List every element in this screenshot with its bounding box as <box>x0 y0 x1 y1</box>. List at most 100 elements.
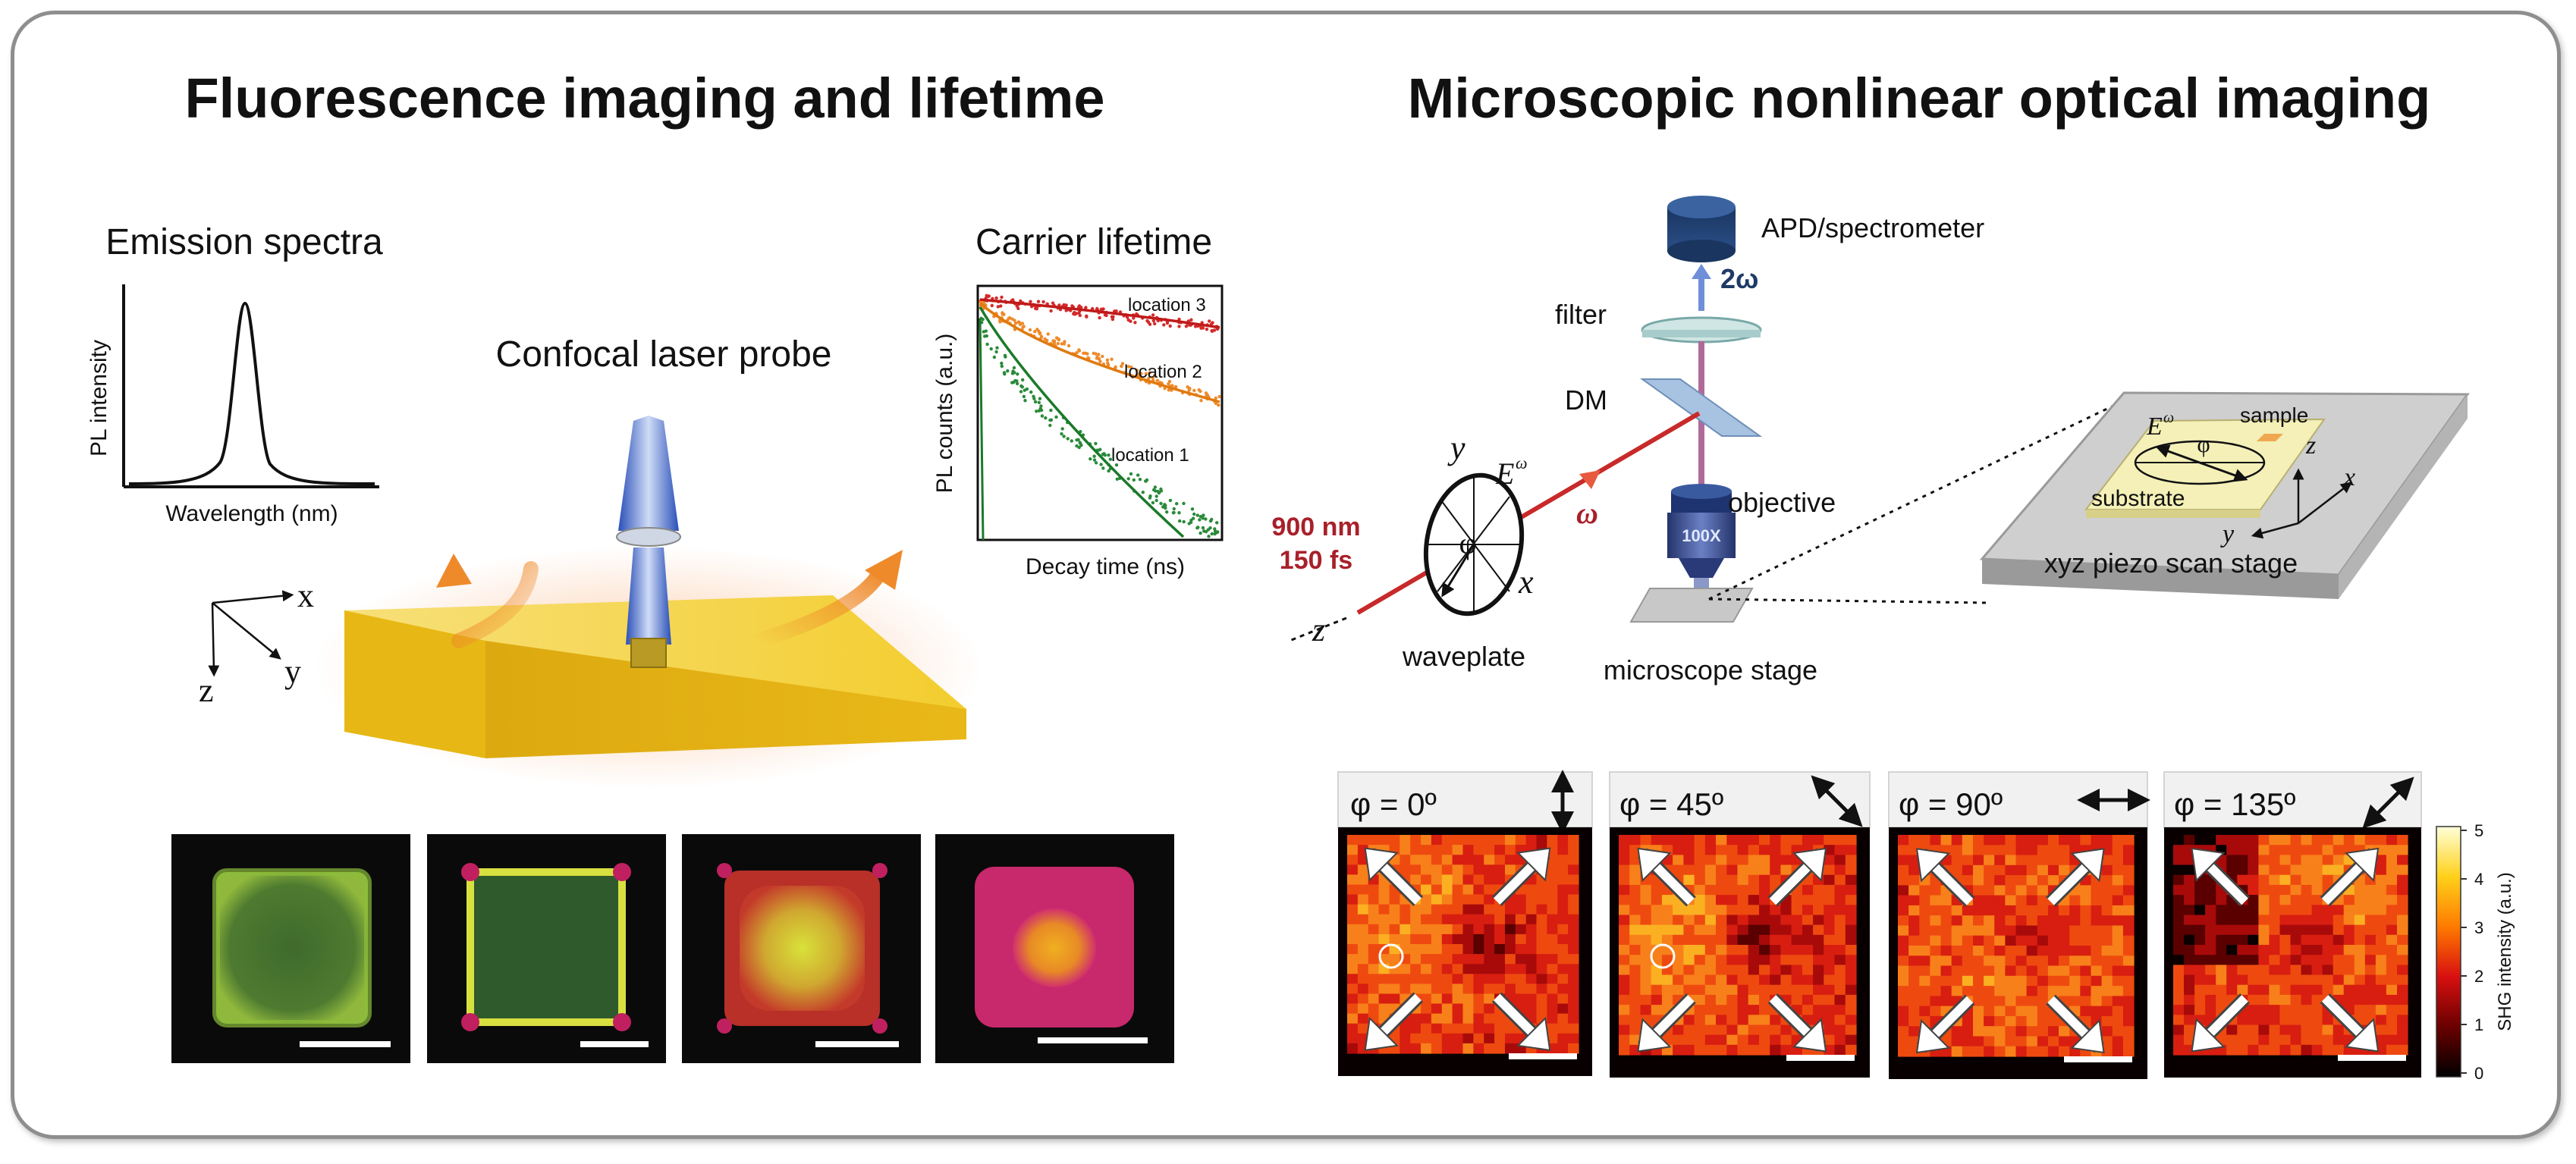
heatmap-pixel <box>2290 845 2302 855</box>
heatmap-pixel <box>2237 974 2248 986</box>
heatmap-pixel <box>2354 835 2366 846</box>
heatmap-pixel <box>1834 845 1846 855</box>
heatmap-pixel <box>1737 924 1749 936</box>
heatmap-pixel <box>2005 925 2017 937</box>
heatmap-pixel <box>2216 905 2227 916</box>
heatmap-pixel <box>1694 895 1706 905</box>
lifetime-point <box>1000 364 1004 369</box>
heatmap-pixel <box>1908 915 1920 927</box>
heatmap-pixel <box>2005 915 2017 927</box>
heatmap-pixel <box>1661 905 1673 916</box>
heatmap-pixel <box>2386 905 2398 916</box>
heatmap-pixel <box>2047 946 2059 956</box>
heatmap-pixel <box>1441 884 1453 896</box>
lifetime-point <box>1078 441 1082 444</box>
heatmap-pixel <box>2112 835 2124 846</box>
heatmap-pixel <box>1629 1024 1641 1036</box>
heatmap-pixel <box>1716 864 1727 876</box>
heatmap-pixel <box>2248 884 2259 896</box>
heatmap-pixel <box>1984 885 1995 896</box>
heatmap-pixel <box>1802 965 1814 976</box>
heatmap-pixel <box>1802 955 1814 965</box>
heatmap-pixel <box>1716 835 1727 846</box>
heatmap-pixel <box>2122 1046 2135 1057</box>
heatmap-pixel <box>2397 1015 2408 1026</box>
lifetime-point <box>1016 372 1019 376</box>
heatmap-pixel <box>1898 1036 1909 1047</box>
lifetime-point <box>1070 304 1074 308</box>
heatmap-pixel <box>1716 984 1727 996</box>
heatmap-pixel <box>1410 845 1422 855</box>
heatmap-pixel <box>2279 965 2292 976</box>
heatmap-pixel <box>1515 924 1527 935</box>
heatmap-pixel <box>1640 934 1652 946</box>
heatmap-pixel <box>1759 924 1770 936</box>
lifetime-point <box>1070 439 1074 443</box>
lifetime-point <box>1184 325 1189 328</box>
heatmap-pixel <box>1400 864 1411 875</box>
lifetime-point <box>1153 485 1158 489</box>
heatmap-pixel <box>2101 875 2113 886</box>
heatmap-pixel <box>1748 945 1760 955</box>
heatmap-pixel <box>1994 885 2006 896</box>
lifetime-point <box>1101 354 1104 359</box>
heatmap-pixel <box>1484 974 1495 984</box>
heatmap-pixel <box>1737 984 1749 996</box>
heatmap-pixel <box>1759 835 1770 846</box>
heatmap-pixel <box>1547 984 1558 995</box>
heatmap-pixel <box>2354 994 2366 1006</box>
nonlinear-setup: APD/spectrometer 2ω filter DM 900 nm 150… <box>1271 196 2127 686</box>
heatmap-pixel <box>1984 1046 1995 1057</box>
heatmap-pixel <box>1802 974 1814 986</box>
heatmap-pixel <box>1984 975 1995 987</box>
heatmap-pixel <box>2269 864 2280 876</box>
lifetime-point <box>1153 322 1157 326</box>
heatmap-pixel <box>1802 1005 1814 1015</box>
heatmap-pixel <box>2397 1024 2408 1036</box>
heatmap-pixel <box>1536 984 1547 995</box>
waveplate-phi: φ <box>1459 526 1476 560</box>
heatmap-pixel <box>1824 955 1836 965</box>
heatmap-pixel <box>1824 1005 1836 1015</box>
heatmap-pixel <box>1984 955 1995 967</box>
heatmap-pixel <box>2386 895 2398 905</box>
heatmap-pixel <box>1536 944 1547 955</box>
heatmap-pixel <box>2322 835 2334 846</box>
heatmap-pixel <box>2173 915 2185 926</box>
heatmap-pixel <box>1898 996 1909 1007</box>
heatmap-pixel <box>2269 934 2280 946</box>
heatmap-pixel <box>1473 845 1484 855</box>
lifetime-point <box>1159 489 1164 493</box>
heatmap-pixel <box>1557 1023 1569 1034</box>
lifetime-point <box>1202 513 1205 517</box>
heatmap-pixel <box>1410 974 1422 984</box>
heatmap-pixel <box>2364 905 2377 916</box>
heatmap-pixel <box>1694 924 1706 936</box>
heatmap-pixel <box>1791 934 1803 946</box>
shg-panel-4-label: φ = 135º <box>2174 786 2296 822</box>
heatmap-pixel <box>2005 835 2017 846</box>
heatmap-pixel <box>2311 874 2323 886</box>
heatmap-pixel <box>1930 885 1942 896</box>
heatmap-pixel <box>1368 835 1380 846</box>
right-title: Microscopic nonlinear optical imaging <box>1408 67 2431 130</box>
heatmap-pixel <box>2184 835 2195 846</box>
heatmap-pixel <box>2080 925 2091 937</box>
field-arrow-head <box>2191 847 2226 883</box>
heatmap-pixel <box>2026 965 2038 977</box>
heatmap-pixel <box>2248 1005 2259 1015</box>
heatmap-pixel <box>1525 964 1538 974</box>
heatmap-pixel <box>1984 1015 1995 1027</box>
heatmap-pixel <box>1908 895 1920 906</box>
heatmap-pixel <box>2237 945 2248 955</box>
heatmap-pixel <box>2059 905 2070 916</box>
heatmap-pixel <box>1525 993 1538 1005</box>
scale-bar <box>2064 1056 2132 1062</box>
lifetime-point <box>1136 372 1140 377</box>
heatmap-pixel <box>1834 884 1846 896</box>
heatmap-pixel <box>1452 894 1464 905</box>
heatmap-pixel <box>2397 924 2408 936</box>
heatmap-pixel <box>1673 924 1684 936</box>
heatmap-pixel <box>2091 895 2103 906</box>
heatmap-pixel <box>1431 1013 1443 1024</box>
